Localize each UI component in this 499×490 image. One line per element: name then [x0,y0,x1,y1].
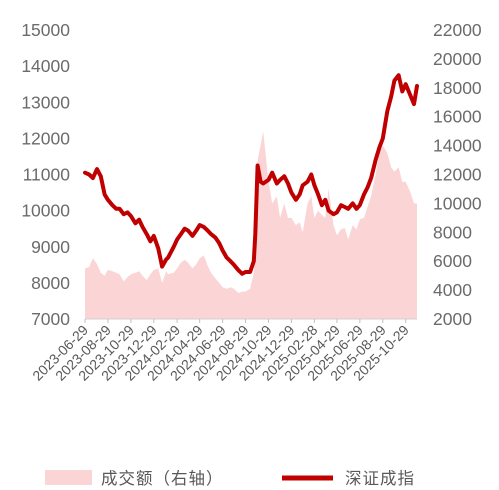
left-axis-tick-label: 7000 [31,309,70,329]
right-axis-tick-label: 16000 [433,107,482,127]
right-axis-tick-label: 14000 [433,136,482,156]
right-axis: 2000 4000 6000 8000 10000 12000 14000 16000 1800… [433,20,482,329]
series-line-szse-component [83,73,419,276]
right-axis-tick-label: 4000 [433,280,472,300]
legend-label-index: 深证成指 [345,469,415,488]
left-axis-tick-label: 11000 [23,165,71,185]
legend-swatch-volume [45,470,92,485]
left-axis-tick-label: 15000 [21,20,70,40]
right-axis-tick-label: 20000 [433,49,482,69]
left-axis: 7000 8000 9000 10000 11000 12000 13000 14000 150… [21,20,70,329]
left-axis-tick-label: 8000 [31,273,70,293]
legend-label-volume: 成交额（右轴） [101,469,224,488]
right-axis-tick-label: 12000 [433,165,482,185]
left-axis-tick-label: 13000 [21,92,70,112]
left-axis-tick-label: 10000 [21,201,70,221]
right-axis-tick-label: 22000 [433,20,482,40]
left-axis-tick-label: 9000 [31,237,70,257]
right-axis-tick-label: 18000 [433,78,482,98]
left-axis-tick-label: 14000 [21,56,70,76]
left-axis-tick-label: 12000 [21,128,70,148]
right-axis-tick-label: 10000 [433,193,482,213]
right-axis-tick-label: 2000 [433,309,472,329]
series-area-volume [85,131,417,319]
right-axis-tick-label: 6000 [433,251,472,271]
x-axis: 2023-06-292023-08-292023-10-292023-12-29… [29,318,417,384]
right-axis-tick-label: 8000 [433,222,472,242]
legend: 成交额（右轴） 深证成指 [45,469,415,488]
plot-area [83,73,419,319]
